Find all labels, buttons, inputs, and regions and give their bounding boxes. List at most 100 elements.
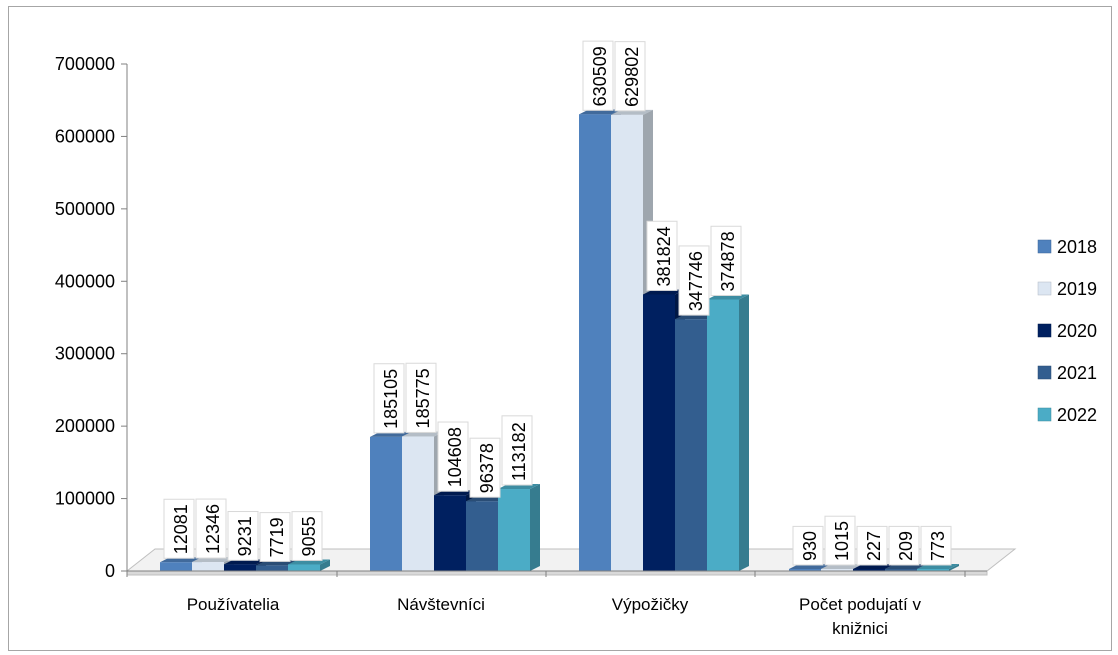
data-label: 381824 xyxy=(646,220,678,291)
data-label: 930 xyxy=(792,525,824,566)
legend-item: 2019 xyxy=(1037,279,1097,299)
data-label-box xyxy=(614,41,646,112)
data-label-box xyxy=(920,525,952,566)
bar-front xyxy=(466,501,498,571)
data-label: 1015 xyxy=(824,515,856,566)
data-label-box xyxy=(792,525,824,566)
data-label-text: 209 xyxy=(896,531,916,561)
data-label-box xyxy=(501,415,533,486)
data-label: 113182 xyxy=(501,415,533,486)
data-label-text: 347746 xyxy=(686,251,706,311)
bar-front xyxy=(192,562,224,571)
bars xyxy=(160,109,959,572)
bar-front xyxy=(579,114,611,572)
bar-front xyxy=(160,562,192,571)
data-label-box xyxy=(582,40,614,111)
bar-side xyxy=(739,294,749,571)
legend-swatch xyxy=(1037,323,1052,338)
bar-front xyxy=(288,564,320,571)
legend-label: 2020 xyxy=(1057,321,1097,341)
y-tick-label: 700000 xyxy=(55,54,115,74)
bar xyxy=(707,294,749,571)
legend-item: 2020 xyxy=(1037,321,1097,341)
bar-front xyxy=(643,294,675,571)
y-axis: 0 100000 200000 300000 400000 500000 600000 700… xyxy=(55,54,128,581)
x-axis: Používatelia Návštevníci Výpožičky Počet po… xyxy=(126,570,987,638)
data-label-box xyxy=(259,512,291,562)
bar-front xyxy=(434,495,466,571)
data-label-text: 7719 xyxy=(267,517,287,557)
bar-front xyxy=(821,569,853,571)
data-label-box xyxy=(856,525,888,566)
data-label-box xyxy=(227,511,259,561)
legend-swatch xyxy=(1037,365,1052,380)
x-category-label: Počet podujatí v knižnici xyxy=(799,595,921,638)
data-label-text: 185775 xyxy=(413,368,433,428)
data-label-box xyxy=(291,511,323,561)
data-label: 9055 xyxy=(291,511,323,561)
legend-swatch xyxy=(1037,407,1052,422)
bar-front xyxy=(611,114,643,571)
data-label: 185105 xyxy=(373,363,405,434)
data-label-box xyxy=(405,362,437,433)
data-label-text: 629802 xyxy=(622,47,642,107)
bar-side xyxy=(949,564,959,571)
data-label-text: 12346 xyxy=(203,504,223,554)
data-label: 227 xyxy=(856,525,888,566)
bar-front xyxy=(256,565,288,571)
legend-item: 2021 xyxy=(1037,363,1097,383)
bar-front xyxy=(402,436,434,571)
data-label: 185775 xyxy=(405,362,437,433)
legend-label: 2021 xyxy=(1057,363,1097,383)
data-label-box xyxy=(646,220,678,291)
x-category-label: Používatelia xyxy=(187,595,280,614)
x-category-label: Návštevníci xyxy=(397,595,485,614)
data-label-box xyxy=(437,421,469,492)
data-label-text: 381824 xyxy=(654,226,674,286)
y-tick-label: 100000 xyxy=(55,489,115,509)
legend-swatch xyxy=(1037,281,1052,296)
bar-side xyxy=(320,559,330,571)
data-label-box xyxy=(888,525,920,566)
data-label-box xyxy=(824,515,856,566)
data-label-text: 227 xyxy=(864,531,884,561)
data-label: 374878 xyxy=(710,225,742,296)
bar-front xyxy=(789,569,821,571)
data-label-text: 1015 xyxy=(832,521,852,561)
data-labels: 12081 12346 9231 7719 9055 185105 185775 104608… xyxy=(163,40,952,566)
data-label-box xyxy=(163,498,195,559)
bar-side xyxy=(530,484,540,571)
x-category-label: Výpožičky xyxy=(612,595,689,614)
data-label-text: 104608 xyxy=(445,427,465,487)
y-tick-label: 400000 xyxy=(55,271,115,291)
y-tick-label: 0 xyxy=(105,561,115,581)
data-label-text: 9055 xyxy=(299,516,319,556)
legend-label: 2018 xyxy=(1057,237,1097,257)
data-label: 347746 xyxy=(678,245,710,316)
data-label-box xyxy=(195,498,227,559)
data-label: 96378 xyxy=(469,437,501,498)
legend-swatch xyxy=(1037,239,1052,254)
data-label-text: 96378 xyxy=(477,443,497,493)
data-label: 209 xyxy=(888,525,920,566)
floor-edge xyxy=(126,570,988,576)
data-label-text: 773 xyxy=(928,531,948,561)
y-tick-label: 500000 xyxy=(55,199,115,219)
bar-front xyxy=(370,436,402,571)
data-label-text: 374878 xyxy=(718,231,738,291)
data-label-text: 930 xyxy=(800,531,820,561)
y-tick-label: 300000 xyxy=(55,344,115,364)
data-label-text: 9231 xyxy=(235,516,255,556)
bar-front xyxy=(885,569,917,571)
data-label-text: 113182 xyxy=(509,422,529,481)
bar-front xyxy=(707,299,739,571)
data-label: 773 xyxy=(920,525,952,566)
data-label-box xyxy=(710,225,742,296)
bar-front xyxy=(675,319,707,571)
data-label-text: 185105 xyxy=(381,369,401,429)
legend-label: 2019 xyxy=(1057,279,1097,299)
data-label-box xyxy=(469,437,501,498)
data-label-text: 12081 xyxy=(171,504,191,554)
data-label-box xyxy=(678,245,710,316)
